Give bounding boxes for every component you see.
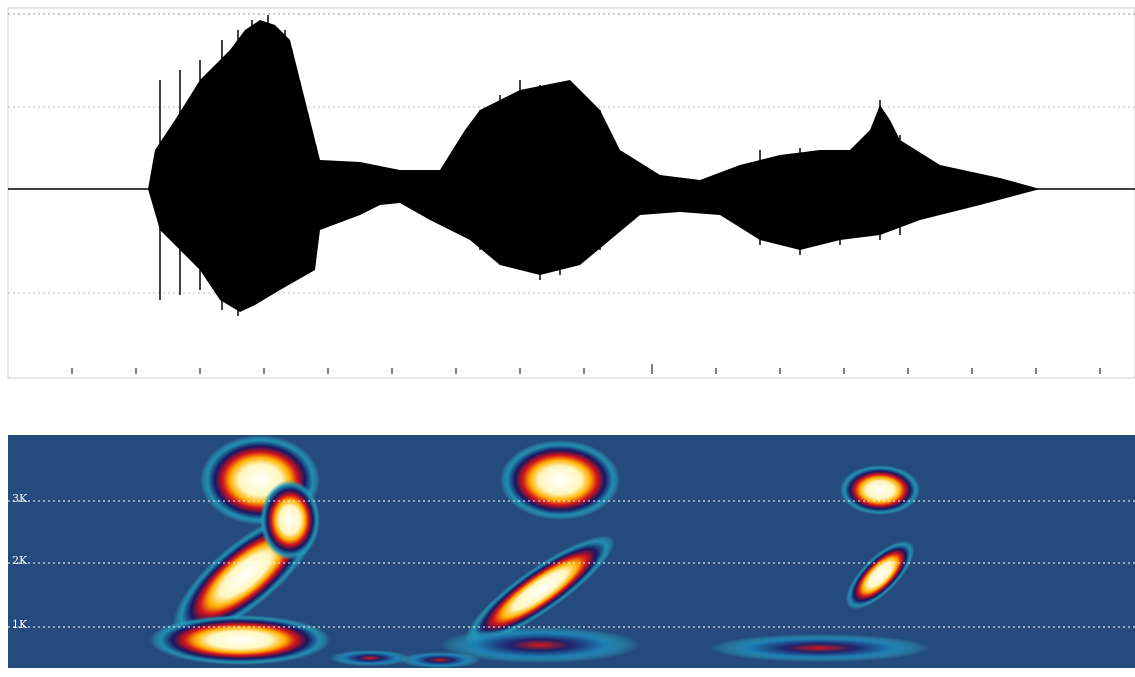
page: 3K 2K 1K (() => { const data = JSON.pars…: [0, 0, 1135, 677]
frequency-label: 1K: [12, 618, 28, 631]
waveform-panel: [8, 8, 1135, 378]
frequency-label: 3K: [12, 492, 28, 505]
audio-editor: 3K 2K 1K: [0, 0, 1135, 677]
spectrogram-panel: 3K 2K 1K: [8, 435, 1135, 668]
frequency-label: 2K: [12, 554, 28, 567]
